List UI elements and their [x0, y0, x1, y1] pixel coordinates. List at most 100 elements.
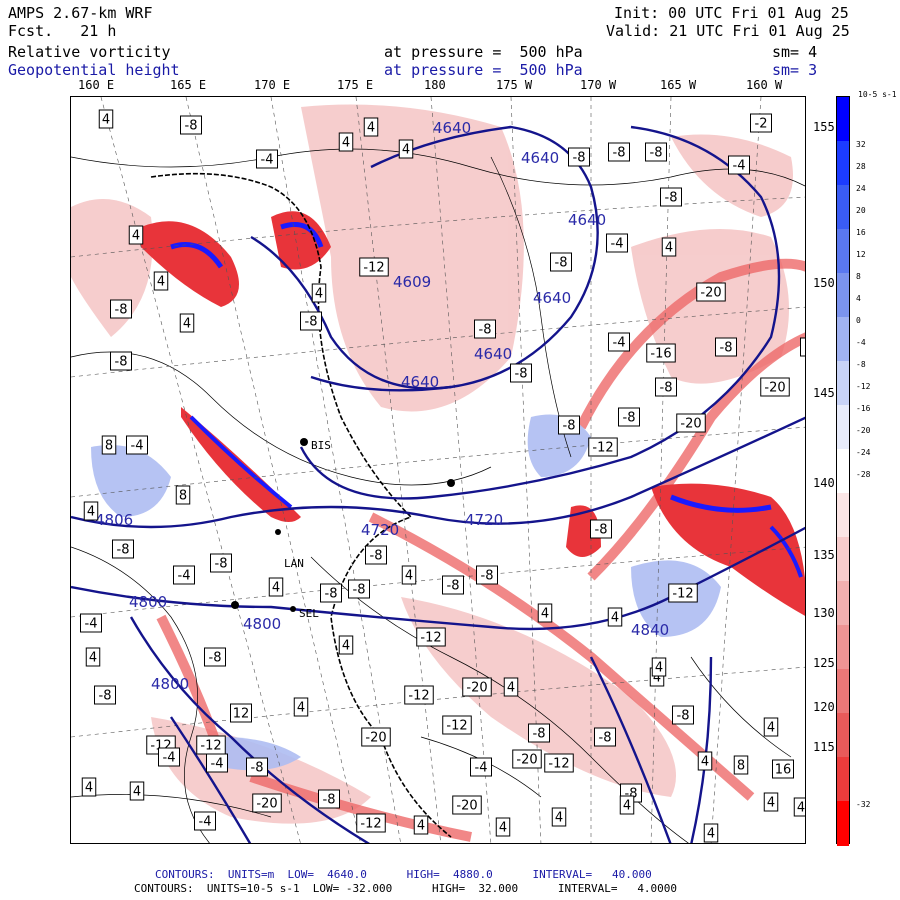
colorbar-segment — [837, 229, 849, 274]
svg-text:4: 4 — [157, 275, 165, 290]
vorticity-value-label: 4 — [537, 603, 553, 623]
vorticity-value-label: 4 — [398, 139, 414, 159]
vorticity-value-label: -8 — [645, 142, 667, 162]
svg-text:-12: -12 — [200, 739, 221, 754]
svg-text:4: 4 — [183, 317, 191, 332]
height-label: 4640 — [568, 211, 606, 229]
svg-text:-12: -12 — [446, 719, 467, 734]
svg-text:-20: -20 — [456, 799, 477, 814]
vorticity-value-label: 4 — [763, 717, 779, 737]
vorticity-value-label: -8 — [318, 789, 340, 809]
vorticity-value-label: -8 — [476, 565, 498, 585]
svg-text:-12: -12 — [420, 631, 441, 646]
colorbar-tick-label: -32 — [856, 800, 871, 809]
height-label: 4840 — [631, 621, 669, 639]
svg-text:-8: -8 — [563, 419, 576, 434]
colorbar-tick-label: -4 — [856, 338, 866, 347]
vorticity-value-label: 4 — [697, 751, 713, 771]
vorticity-value-label: -8 — [210, 553, 232, 573]
map-plot-area: BIS LAN SEL 4640 4640 4640 4640 4640 464… — [70, 96, 806, 844]
vorticity-value-label: -8 — [474, 319, 496, 339]
svg-text:-8: -8 — [115, 355, 128, 370]
svg-text:-8: -8 — [99, 689, 112, 704]
colorbar-tick-label: 4 — [856, 294, 861, 303]
height-label: 4800 — [151, 675, 189, 693]
forecast-hour: Fcst. 21 h — [8, 22, 117, 40]
svg-text:4: 4 — [85, 781, 93, 796]
lon-label: 170 W — [580, 78, 617, 92]
colorbar-segment — [837, 581, 849, 626]
vorticity-value-label: -20 — [452, 795, 482, 815]
vorticity-value-label: 4 — [793, 797, 805, 817]
colorbar-tick-label: 0 — [856, 316, 861, 325]
height-label: 4640 — [433, 119, 471, 137]
svg-text:-20: -20 — [516, 753, 537, 768]
vorticity-value-label: -20 — [512, 749, 542, 769]
svg-text:4: 4 — [611, 611, 619, 626]
svg-text:-20: -20 — [365, 731, 386, 746]
svg-text:4: 4 — [507, 681, 515, 696]
lon-label: 160 W — [746, 78, 783, 92]
valid-time: Valid: 21 UTC Fri 01 Aug 25 — [606, 22, 850, 40]
field1-smooth: sm= 4 — [772, 43, 818, 61]
field2-name: Geopotential height — [8, 61, 180, 79]
vorticity-value-label: -8 — [618, 407, 640, 427]
svg-text:-2: -2 — [755, 117, 768, 132]
svg-text:4: 4 — [132, 229, 140, 244]
vorticity-value-label: -20 — [252, 793, 282, 813]
svg-text:4: 4 — [555, 811, 563, 826]
svg-text:4: 4 — [767, 721, 775, 736]
lon-label: 175 E — [337, 78, 374, 92]
vorticity-value-label: -4 — [206, 753, 228, 773]
colorbar-unit: 10-5 s-1 — [858, 90, 897, 99]
svg-text:-8: -8 — [599, 731, 612, 746]
vorticity-value-label: -8 — [660, 187, 682, 207]
svg-text:-8: -8 — [325, 587, 338, 602]
vorticity-value-label: -8 — [204, 647, 226, 667]
svg-text:-8: -8 — [209, 651, 222, 666]
vorticity-value-label: -20 — [361, 727, 391, 747]
vorticity-value-label: -12 — [416, 627, 446, 647]
station-markers — [231, 438, 455, 612]
svg-text:4: 4 — [653, 671, 661, 686]
lon-label: 160 E — [78, 78, 115, 92]
colorbar-segment — [837, 97, 849, 142]
vorticity-value-label: -16 — [646, 343, 676, 363]
svg-text:-8: -8 — [479, 323, 492, 338]
vorticity-value-label: -8 — [320, 583, 342, 603]
svg-text:-12: -12 — [408, 689, 429, 704]
vorticity-value-label: -8 — [550, 252, 572, 272]
svg-text:-20: -20 — [764, 381, 785, 396]
vorticity-value-label: -8 — [800, 337, 805, 357]
vorticity-value-label: -8 — [590, 519, 612, 539]
svg-text:-8: -8 — [623, 411, 636, 426]
vorticity-value-label: -8 — [300, 311, 322, 331]
svg-text:-12: -12 — [363, 261, 384, 276]
vorticity-value-label: -2 — [750, 113, 772, 133]
svg-text:-8: -8 — [185, 119, 198, 134]
svg-text:-8: -8 — [115, 303, 128, 318]
vorticity-value-label: -8 — [655, 377, 677, 397]
svg-text:-8: -8 — [650, 146, 663, 161]
colorbar-tick-label: -8 — [856, 360, 866, 369]
vorticity-value-label: 8 — [733, 755, 749, 775]
svg-text:-12: -12 — [592, 441, 613, 456]
vorticity-value-label: 16 — [772, 759, 794, 779]
vorticity-value-label: -8 — [715, 337, 737, 357]
field1-name: Relative vorticity — [8, 43, 171, 61]
vorticity-value-label: 4 — [503, 677, 519, 697]
colorbar-tick-label: 8 — [856, 272, 861, 281]
station-label: LAN — [284, 557, 304, 570]
vorticity-contours — [71, 148, 805, 843]
vorticity-value-label: 4 — [495, 817, 511, 837]
svg-text:-8: -8 — [117, 543, 130, 558]
colorbar-segment — [837, 185, 849, 230]
height-label: 4640 — [474, 345, 512, 363]
vorticity-value-label: 4 — [179, 313, 195, 333]
vorticity-value-label: 4 — [338, 635, 354, 655]
colorbar-segment — [837, 405, 849, 450]
svg-text:-4: -4 — [611, 237, 624, 252]
colorbar — [836, 96, 850, 846]
vorticity-value-label: -12 — [544, 753, 574, 773]
svg-text:4: 4 — [541, 607, 549, 622]
